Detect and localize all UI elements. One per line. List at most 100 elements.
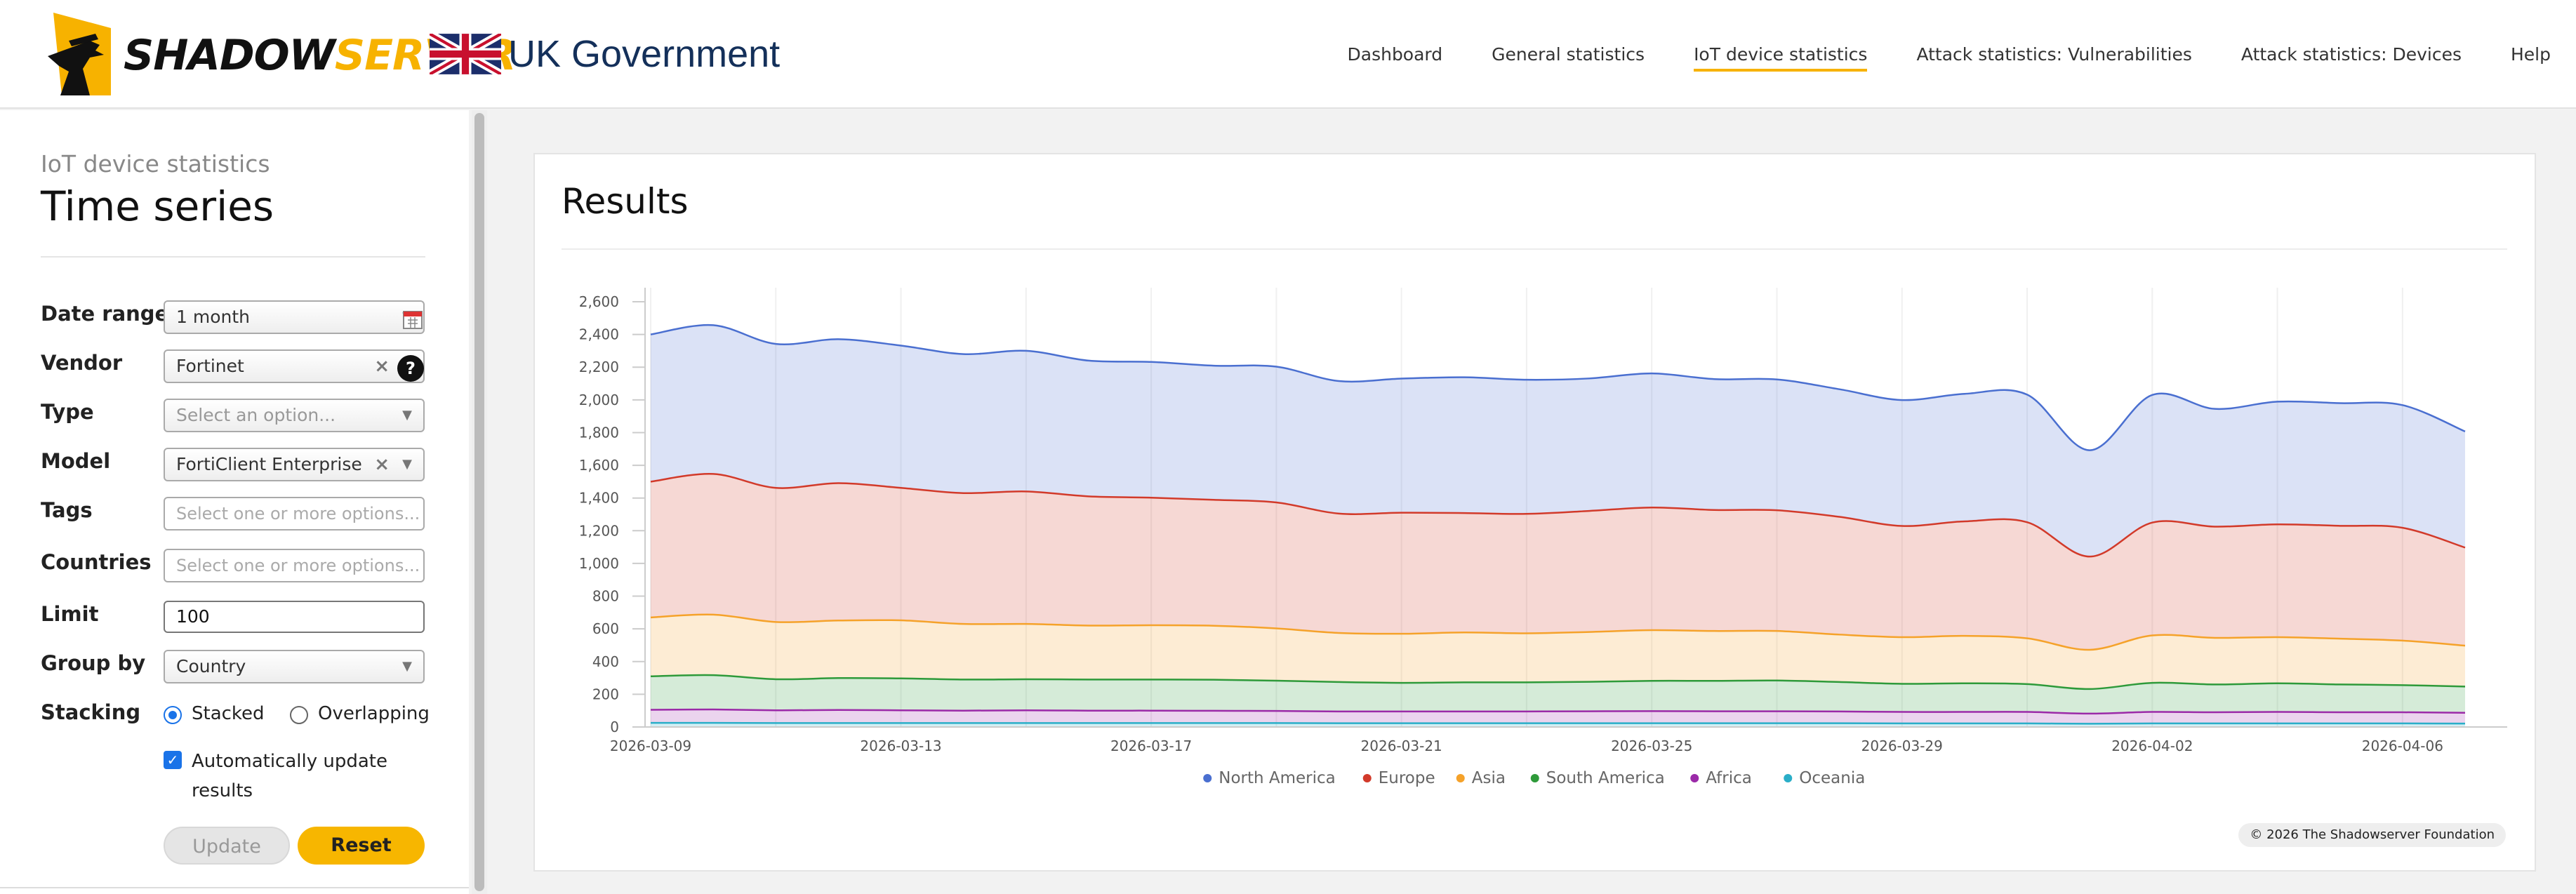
legend-label-europe[interactable]: Europe xyxy=(1379,769,1435,787)
x-tick-label: 2026-03-25 xyxy=(1611,738,1692,754)
x-tick-label: 2026-03-29 xyxy=(1861,738,1943,754)
overlapping-option-label: Overlapping xyxy=(318,703,430,724)
y-tick-label: 1,200 xyxy=(579,522,619,539)
group-by-select[interactable]: Country ▼ xyxy=(164,650,425,683)
auto-update-label: Automatically update results xyxy=(192,751,387,801)
page-title: Time series xyxy=(41,182,274,230)
logo-wordmark: SHADOWSERVER xyxy=(124,31,517,80)
y-tick-label: 2,000 xyxy=(579,392,619,408)
chart-gridlines xyxy=(650,288,2403,727)
sidebar-subtitle: IoT device statistics xyxy=(41,150,270,178)
area-africa[interactable] xyxy=(651,709,2465,724)
group-by-value: Country xyxy=(176,656,246,676)
area-asia[interactable] xyxy=(651,614,2465,689)
chevron-down-icon: ▼ xyxy=(402,659,412,674)
main-nav: Dashboard General statistics IoT device … xyxy=(1299,41,2551,72)
legend-dot-europe xyxy=(1362,774,1372,782)
x-tick-label: 2026-04-06 xyxy=(2362,738,2443,754)
area-north-america[interactable] xyxy=(651,325,2465,557)
y-tick-label: 1,600 xyxy=(579,457,619,474)
tags-multiselect[interactable]: Select one or more options... xyxy=(164,497,425,531)
legend-dot-south-america xyxy=(1530,774,1539,782)
top-header: SHADOWSERVER UK Government Dashboard Gen… xyxy=(0,0,2576,109)
gov-label: UK Government xyxy=(508,33,781,75)
model-select[interactable]: FortiClient Enterprise × ▼ xyxy=(164,448,425,481)
time-series-chart[interactable]: 0 200 400 600 800 1,000 1,200 1,400 1,600 1,800 2,… xyxy=(533,267,2536,821)
line-south-america[interactable] xyxy=(650,674,2466,690)
legend-dot-africa xyxy=(1690,774,1699,782)
stacked-option-label: Stacked xyxy=(192,703,265,724)
y-tick-label: 200 xyxy=(592,686,619,702)
copyright-badge: © 2026 The Shadowserver Foundation xyxy=(2238,823,2506,847)
line-africa[interactable] xyxy=(650,708,2466,715)
tags-label: Tags xyxy=(41,498,93,522)
area-south-america[interactable] xyxy=(651,674,2465,714)
nav-general-statistics[interactable]: General statistics xyxy=(1492,44,1645,65)
date-range-select[interactable]: 1 month ▼ xyxy=(164,300,425,334)
limit-label: Limit xyxy=(41,602,99,626)
date-range-label: Date range xyxy=(41,302,169,326)
limit-value: 100 xyxy=(176,606,210,627)
line-asia[interactable] xyxy=(650,613,2466,651)
results-rule xyxy=(562,248,2507,250)
stacked-radio[interactable] xyxy=(164,706,182,724)
legend-label-south-america[interactable]: South America xyxy=(1546,769,1665,787)
nav-attack-devices[interactable]: Attack statistics: Devices xyxy=(2240,44,2462,65)
area-europe[interactable] xyxy=(651,474,2465,651)
date-range-value: 1 month xyxy=(176,307,250,327)
auto-update-checkbox[interactable]: ✓ xyxy=(164,751,182,769)
legend-label-north-america[interactable]: North America xyxy=(1219,769,1336,787)
legend-label-asia[interactable]: Asia xyxy=(1472,769,1506,787)
y-tick-label: 2,600 xyxy=(579,293,619,310)
sidebar-rule xyxy=(41,256,425,258)
y-tick-label: 2,200 xyxy=(579,359,619,375)
clear-icon[interactable]: × xyxy=(374,356,390,377)
x-tick-label: 2026-03-09 xyxy=(610,738,691,754)
help-icon[interactable]: ? xyxy=(397,355,424,382)
type-select[interactable]: Select an option... ▼ xyxy=(164,399,425,432)
chart-legend[interactable]: North America Europe Asia South America Afri… xyxy=(1203,769,1865,787)
type-placeholder: Select an option... xyxy=(176,405,336,425)
results-card xyxy=(533,153,2536,872)
stacking-label: Stacking xyxy=(41,700,141,724)
scrollbar-thumb[interactable] xyxy=(474,113,484,891)
sidebar-divider xyxy=(0,887,469,888)
vendor-select[interactable]: Fortinet × ▼ xyxy=(164,349,425,383)
group-by-label: Group by xyxy=(41,651,146,675)
y-tick-label: 0 xyxy=(610,719,619,735)
countries-multiselect[interactable]: Select one or more options... xyxy=(164,549,425,582)
vendor-label: Vendor xyxy=(41,351,123,375)
overlapping-radio[interactable] xyxy=(290,706,308,724)
x-tick-label: 2026-03-17 xyxy=(1110,738,1192,754)
tags-placeholder: Select one or more options... xyxy=(176,504,420,523)
calendar-icon[interactable] xyxy=(402,309,423,330)
countries-label: Countries xyxy=(41,550,152,574)
y-tick-label: 2,400 xyxy=(579,326,619,343)
x-tick-label: 2026-04-02 xyxy=(2111,738,2193,754)
update-button[interactable]: Update xyxy=(164,827,290,865)
nav-iot-device-statistics[interactable]: IoT device statistics xyxy=(1694,41,1868,72)
legend-label-oceania[interactable]: Oceania xyxy=(1799,769,1865,787)
y-tick-label: 400 xyxy=(592,653,619,670)
model-label: Model xyxy=(41,449,111,473)
y-tick-label: 1,000 xyxy=(579,555,619,572)
nav-dashboard[interactable]: Dashboard xyxy=(1347,44,1443,65)
chevron-down-icon: ▼ xyxy=(402,408,412,422)
shadowserver-logo[interactable]: SHADOWSERVER xyxy=(41,13,517,95)
y-tick-label: 1,400 xyxy=(579,490,619,507)
reset-button[interactable]: Reset xyxy=(298,827,425,865)
spy-figure-icon xyxy=(48,13,111,95)
nav-help[interactable]: Help xyxy=(2511,44,2551,65)
line-europe[interactable] xyxy=(650,473,2466,558)
vendor-value: Fortinet xyxy=(176,356,244,376)
sidebar-scrollbar[interactable] xyxy=(472,110,487,894)
clear-icon[interactable]: × xyxy=(374,454,390,475)
x-tick-label: 2026-03-13 xyxy=(860,738,941,754)
limit-input[interactable]: 100 xyxy=(164,601,425,633)
legend-label-africa[interactable]: Africa xyxy=(1706,769,1752,787)
line-north-america[interactable] xyxy=(650,323,2466,451)
nav-attack-vulnerabilities[interactable]: Attack statistics: Vulnerabilities xyxy=(1916,44,2192,65)
x-tick-label: 2026-03-21 xyxy=(1361,738,1442,754)
chart-axes: 0 200 400 600 800 1,000 1,200 1,400 1,600 1,800 2,… xyxy=(579,288,2507,754)
results-title: Results xyxy=(562,181,689,222)
